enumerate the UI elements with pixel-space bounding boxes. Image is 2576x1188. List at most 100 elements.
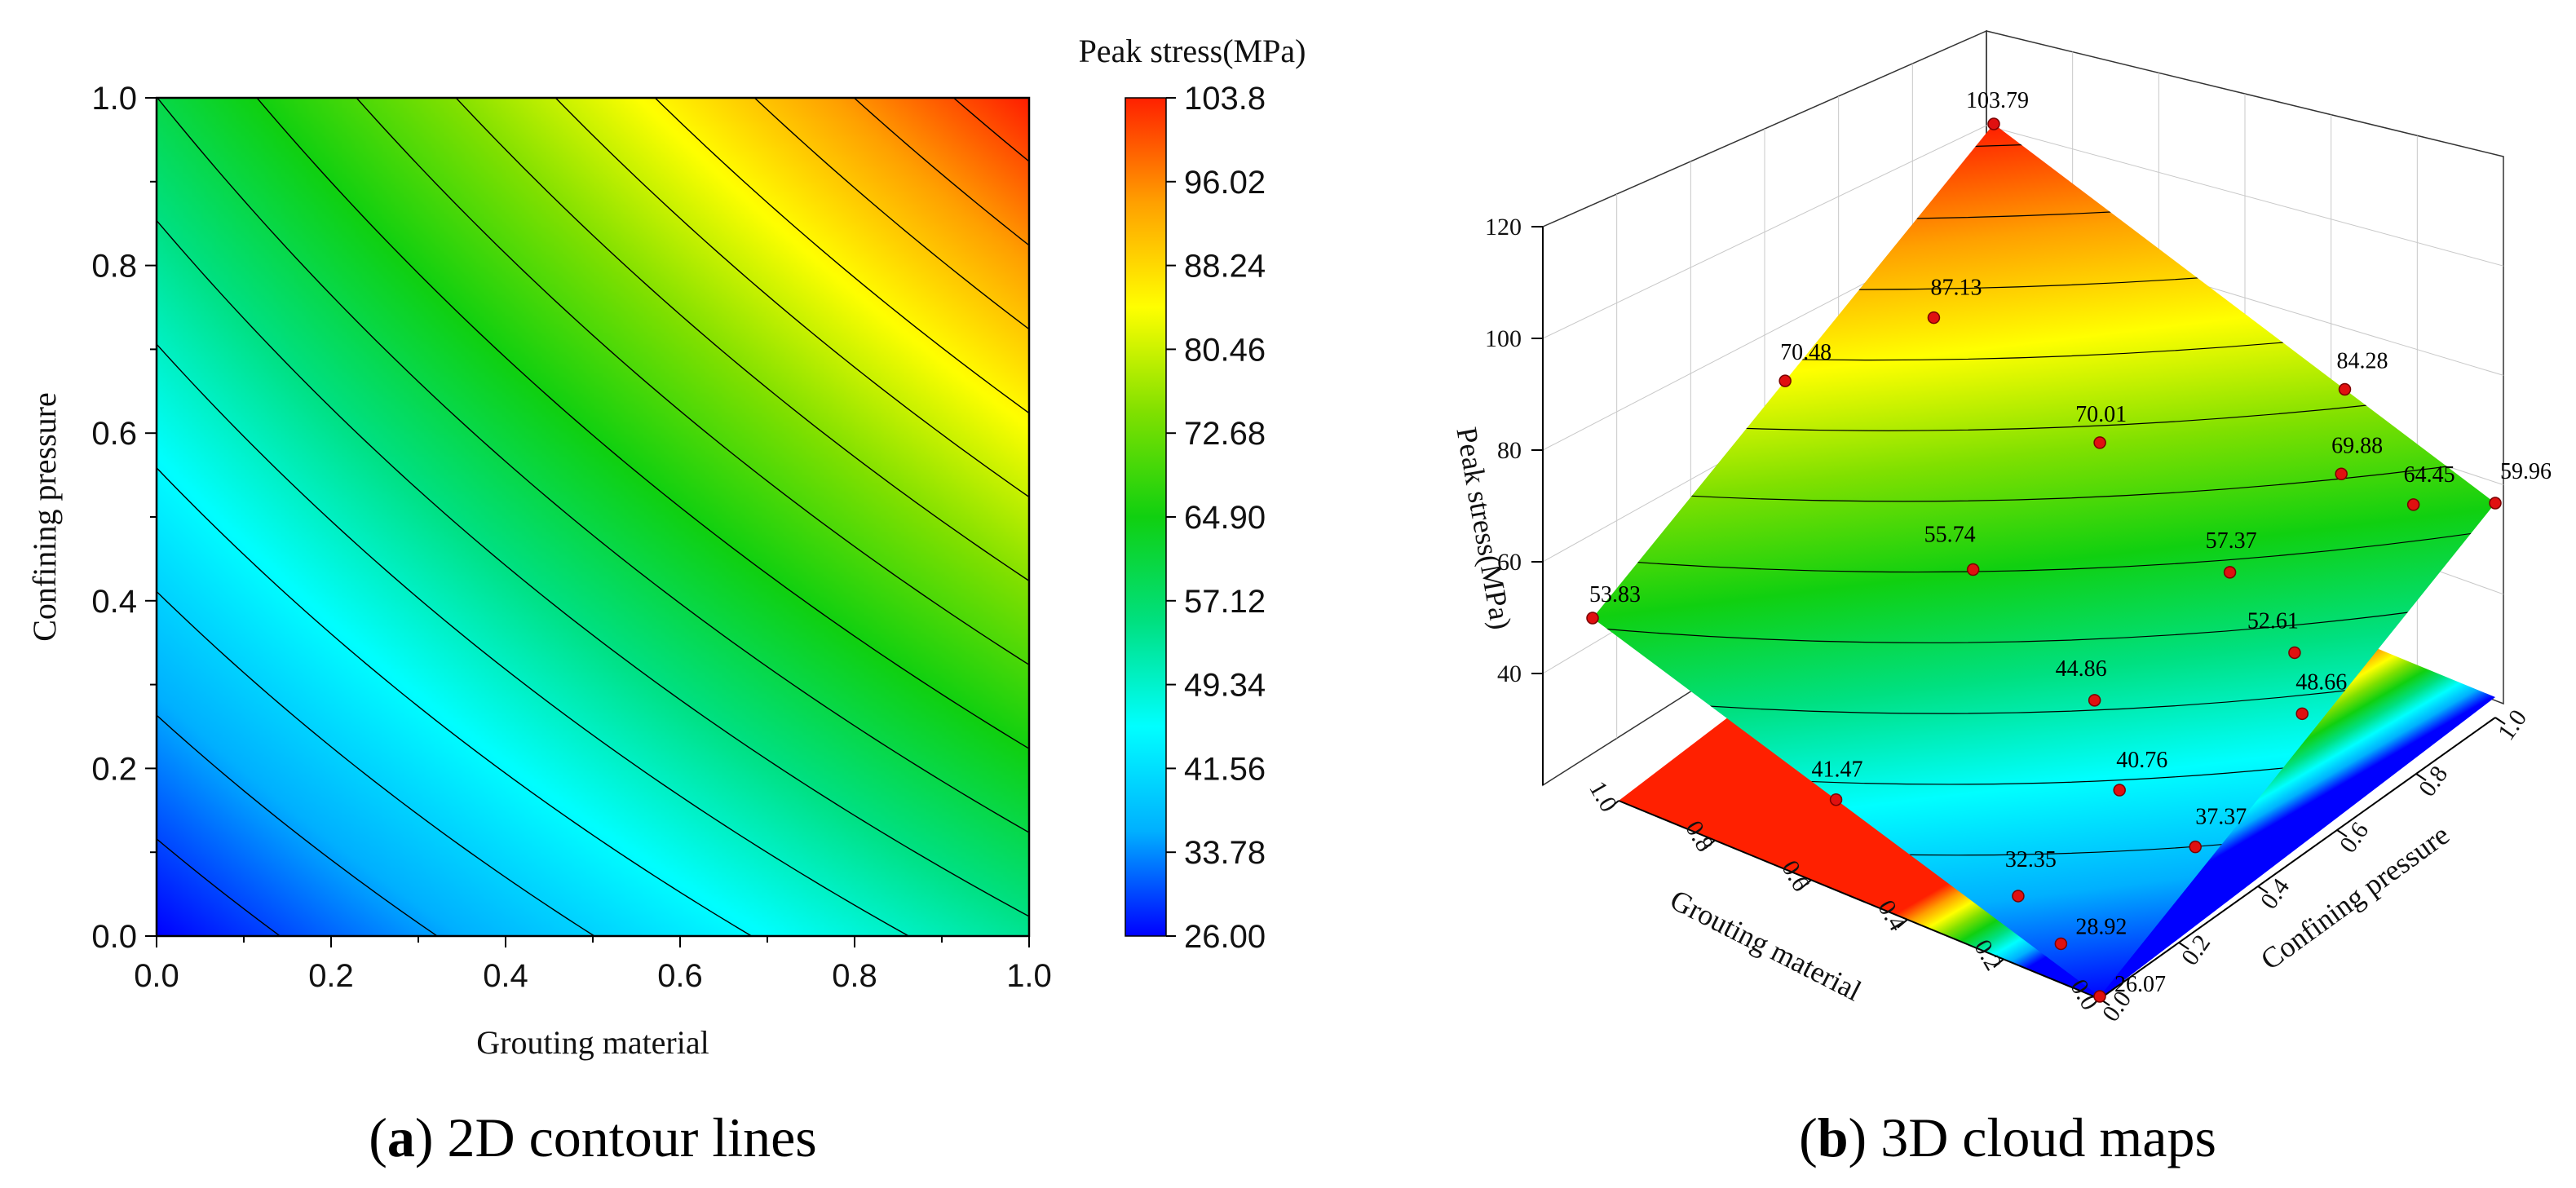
y-tick-label: 0.0 <box>91 919 137 955</box>
x-axis-label: Grouting material <box>476 1024 709 1061</box>
x-tick-label: 0.0 <box>134 958 179 994</box>
heatmap-field <box>157 98 1029 936</box>
z-tick-label: 60 <box>1497 549 1522 576</box>
data-point: 37.37 <box>2189 805 2247 854</box>
point-marker <box>2012 890 2025 903</box>
point-marker <box>1829 793 1843 806</box>
point-label: 44.86 <box>2056 656 2107 682</box>
surface-contour-line <box>1593 594 2495 643</box>
caption-b-text: 3D cloud maps <box>1867 1106 2216 1168</box>
data-points: 26.07 28.92 32.35 41.47 53.83 37.37 40.76 44.86… <box>1586 88 2552 1003</box>
contour-line-9 <box>455 98 1029 581</box>
point-marker <box>2113 784 2126 797</box>
p-tick-mark <box>2257 885 2269 894</box>
g-tick-label: 1.0 <box>1584 777 1622 817</box>
y-axis-label: Confining pressure <box>26 392 63 642</box>
colorbar-tick-label: 64.90 <box>1184 500 1266 536</box>
y-tick-label: 0.4 <box>91 584 137 620</box>
surface-contour-line <box>1593 453 2495 502</box>
point-label: 87.13 <box>1930 276 1982 301</box>
y-tick-label: 0.2 <box>91 751 137 787</box>
point-label: 32.35 <box>2005 847 2057 872</box>
point-label: 55.74 <box>1924 523 1976 548</box>
colorbar-tick-label: 57.12 <box>1184 584 1266 620</box>
contour-line-2 <box>157 590 596 936</box>
z-tick-label: 100 <box>1485 325 1522 352</box>
y-axis-ticks: 0.0 0.2 0.4 0.6 0.8 1.0 <box>91 81 157 955</box>
point-marker <box>1586 612 1599 625</box>
y-tick-label: 1.0 <box>91 81 137 117</box>
data-point: 70.01 <box>2075 402 2127 449</box>
point-label: 53.83 <box>1589 582 1641 607</box>
contour-line-13 <box>853 98 1029 246</box>
data-point: 55.74 <box>1924 523 1980 576</box>
surface-contour-line <box>1593 523 2495 573</box>
colorbar-title: Peak stress(MPa) <box>1079 33 1306 69</box>
caption-b: (b) 3D cloud maps <box>1799 1106 2216 1168</box>
point-marker <box>2223 566 2237 579</box>
p-tick-mark <box>2178 942 2189 950</box>
contour-line-7 <box>256 98 1029 749</box>
x-tick-label: 0.2 <box>308 958 354 994</box>
point-label: 40.76 <box>2116 748 2167 773</box>
data-point: 28.92 <box>2054 914 2127 951</box>
point-marker <box>2093 436 2106 449</box>
colorbar-tick-label: 41.56 <box>1184 751 1266 787</box>
contour-line-11 <box>654 98 1029 414</box>
g-tick-mark <box>1801 879 1812 889</box>
point-label: 84.28 <box>2337 349 2388 374</box>
contour-line-1 <box>157 714 439 936</box>
point-marker <box>2288 646 2301 660</box>
caption-a: (a) 2D contour lines <box>369 1106 817 1168</box>
grouting-axis-label: Grouting material <box>1665 883 1867 1007</box>
point-marker <box>2406 498 2420 511</box>
colorbar-tick-label: 49.34 <box>1184 668 1266 704</box>
caption-b-letter: b <box>1818 1106 1849 1168</box>
point-label: 28.92 <box>2075 914 2127 939</box>
point-label: 70.48 <box>1780 340 1831 365</box>
data-point: 59.96 <box>2489 459 2552 510</box>
upper-surface <box>1593 124 2495 996</box>
point-label: 59.96 <box>2500 459 2552 484</box>
contour-line-4 <box>157 343 910 936</box>
point-label: 69.88 <box>2331 433 2383 458</box>
point-marker <box>1987 117 2000 130</box>
point-label: 26.07 <box>2114 972 2166 997</box>
colorbar-tick-label: 103.8 <box>1184 81 1266 117</box>
contour-line-0 <box>157 838 281 936</box>
contour-lines <box>157 98 1029 936</box>
grid-line <box>1542 125 1987 339</box>
point-marker <box>2295 707 2309 721</box>
p-tick-mark <box>2494 717 2506 725</box>
g-tick-mark <box>1704 839 1716 850</box>
point-marker <box>2093 990 2106 1003</box>
surface-contour-line <box>1593 124 2495 150</box>
contour-line-6 <box>157 98 1029 833</box>
point-label: 70.01 <box>2075 402 2127 427</box>
colorbar-tick-label: 88.24 <box>1184 249 1266 285</box>
colorbar-tick-label: 80.46 <box>1184 332 1266 368</box>
z-tick-label: 40 <box>1497 660 1522 687</box>
x-tick-label: 0.4 <box>483 958 528 994</box>
z-tick-label: 80 <box>1497 437 1522 464</box>
colorbar-tick-label: 33.78 <box>1184 835 1266 871</box>
point-marker <box>2338 382 2352 396</box>
z-tick-label: 120 <box>1485 214 1522 241</box>
p-tick-label: 0.8 <box>2414 761 2454 802</box>
y-tick-label: 0.8 <box>91 249 137 285</box>
point-marker <box>1927 311 1941 325</box>
contour-chart: 0.0 0.2 0.4 0.6 0.8 1.0 0.0 0.2 0.4 0.6 0.8 1.0 Gr… <box>26 33 1306 1061</box>
data-point: 48.66 <box>2295 669 2347 721</box>
point-marker <box>1778 374 1792 387</box>
contour-line-3 <box>157 467 753 936</box>
p-tick-label: 0.6 <box>2335 817 2375 858</box>
x-tick-label: 0.8 <box>832 958 877 994</box>
p-tick-mark <box>2415 773 2427 781</box>
contour-line-12 <box>753 98 1029 330</box>
p-axis-line <box>2099 717 2496 1000</box>
z-axis-ticks: 40 60 80 100 120 <box>1485 214 1543 687</box>
point-marker <box>2335 467 2348 481</box>
contour-line-14 <box>952 98 1029 162</box>
data-point: 40.76 <box>2113 748 2167 797</box>
contour-line-5 <box>157 219 1029 917</box>
